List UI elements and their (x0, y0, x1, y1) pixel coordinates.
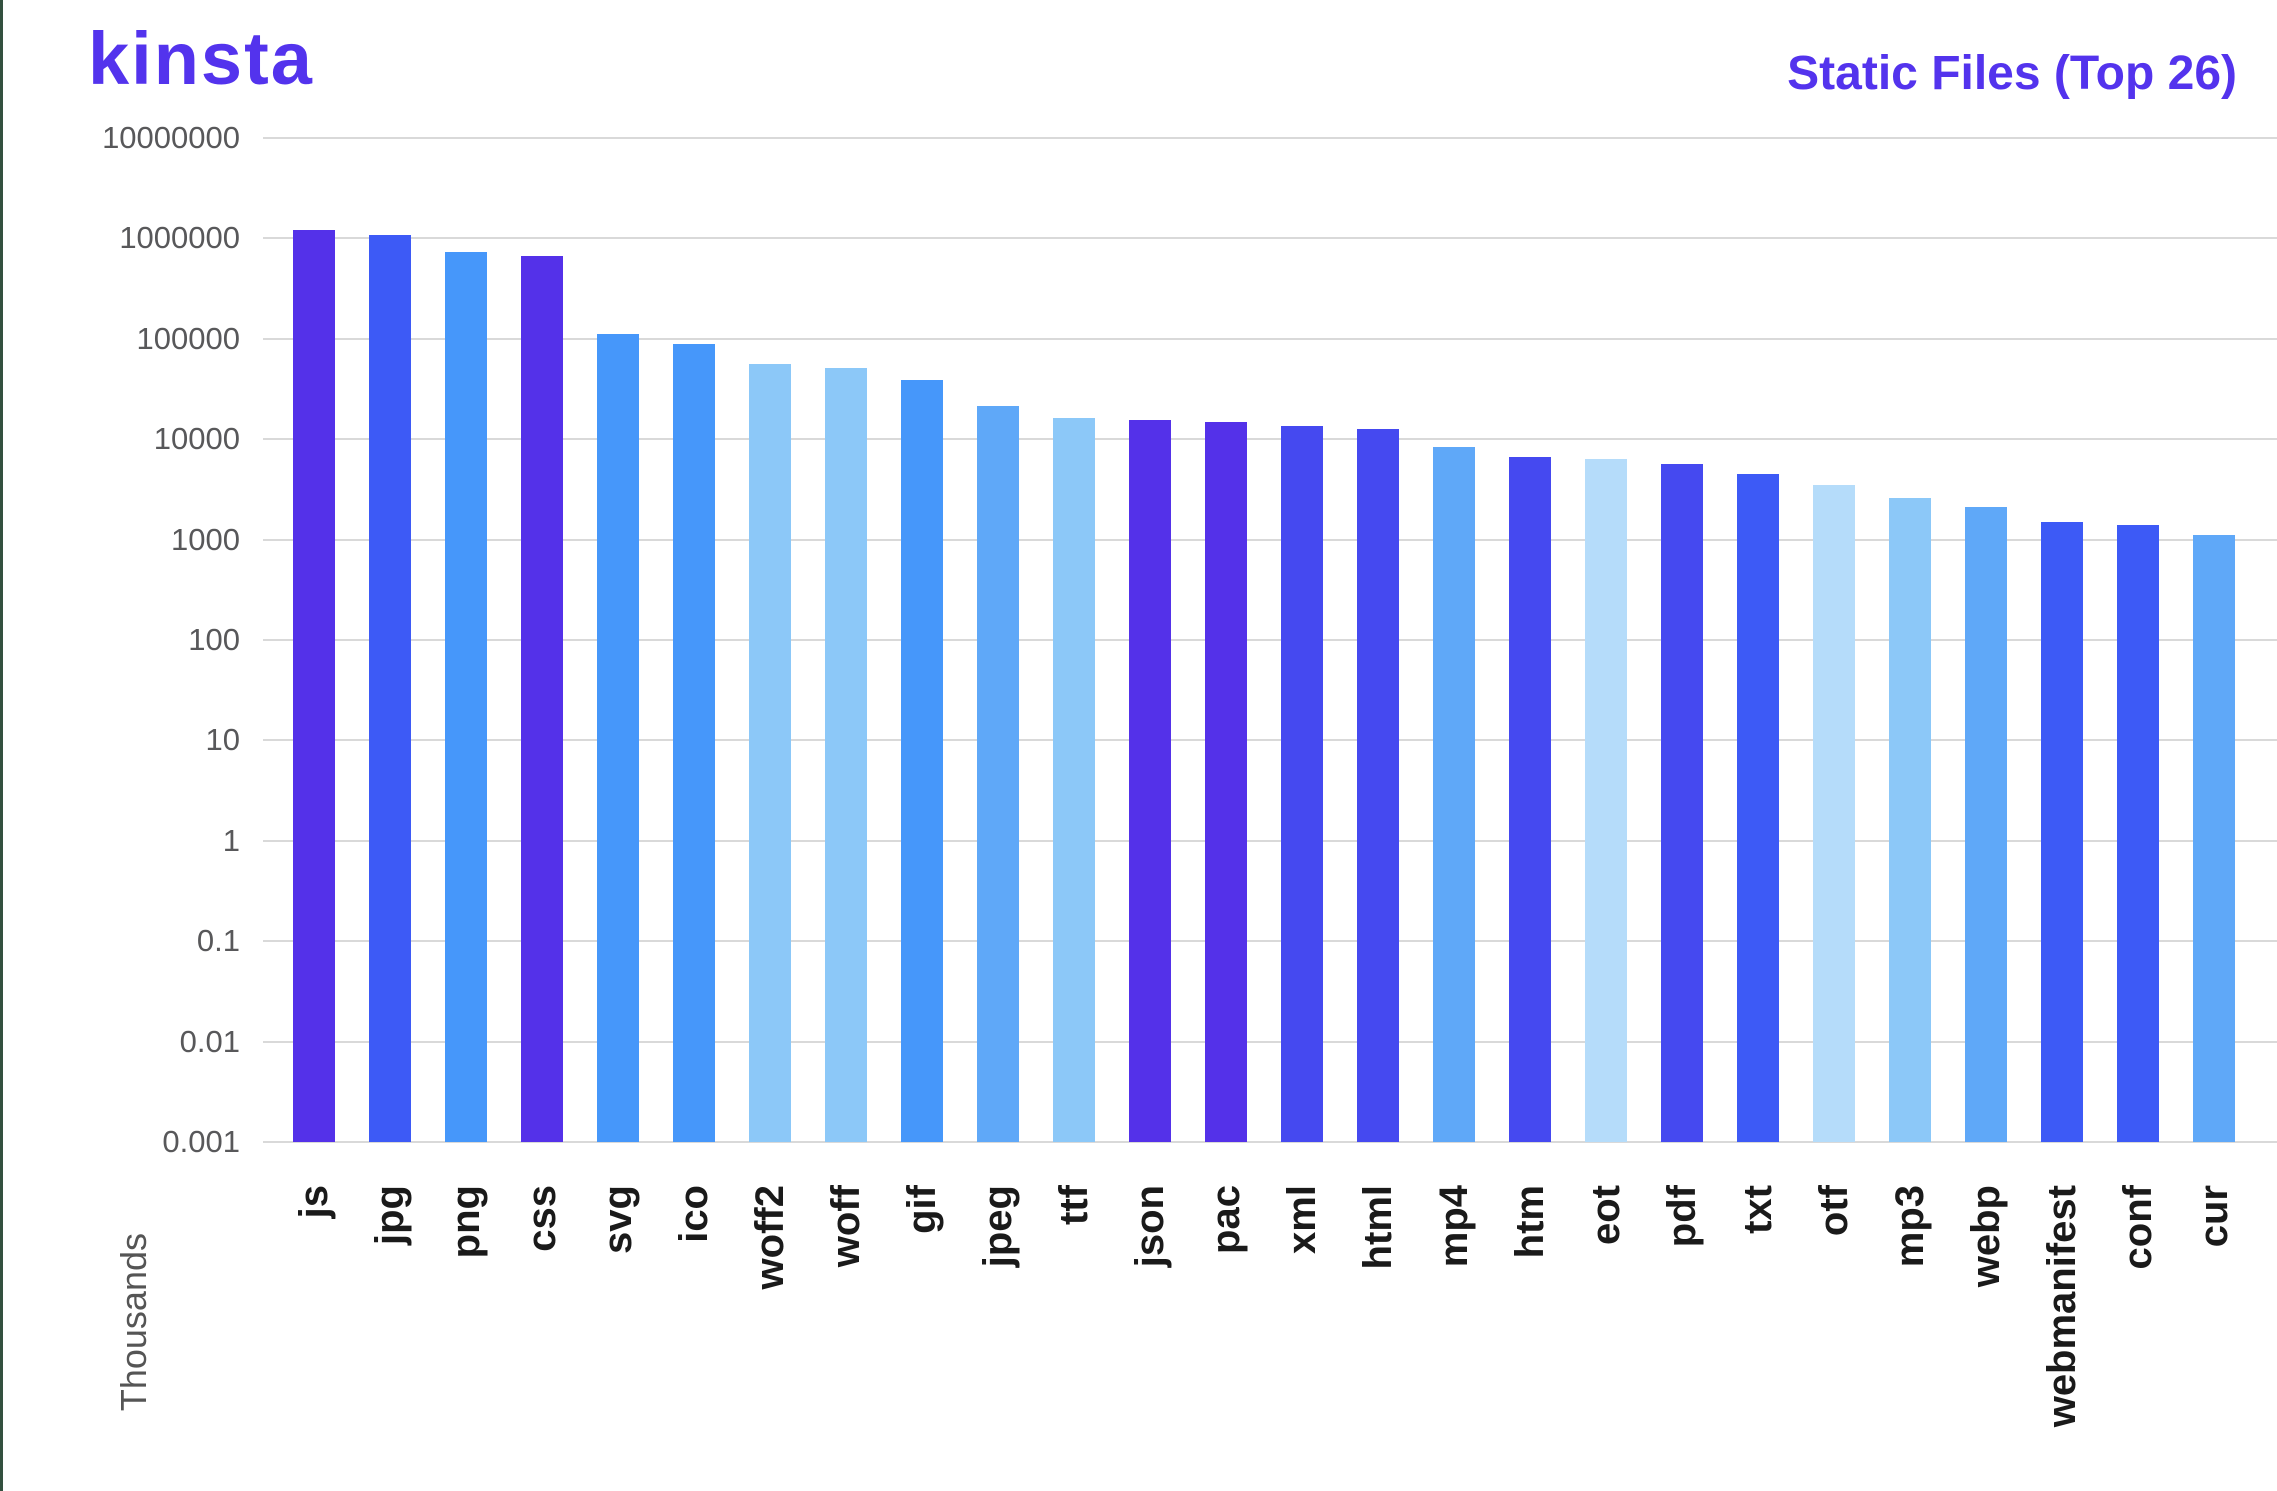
x-label-xml: xml (1280, 1185, 1324, 1254)
x-label-mp4: mp4 (1432, 1185, 1476, 1268)
bar-mp3 (1889, 497, 1931, 1142)
chart-title: Static Files (Top 26) (1787, 47, 2237, 100)
x-label-mp3: mp3 (1888, 1185, 1932, 1268)
window-left-edge (0, 0, 3, 1491)
bar-ico (673, 343, 715, 1142)
x-label-pdf: pdf (1660, 1185, 1704, 1248)
gridline-0.1 (263, 940, 2277, 943)
x-label-jpeg: jpeg (976, 1185, 1020, 1268)
bar-png (445, 251, 487, 1142)
gridline-1000 (263, 538, 2277, 541)
bar-otf (1813, 484, 1855, 1142)
bar-jpeg (977, 405, 1019, 1142)
x-label-svg: svg (596, 1185, 640, 1254)
kinsta-logo: kinsta (88, 17, 314, 100)
bar-pac (1205, 422, 1247, 1142)
x-label-pac: pac (1204, 1185, 1248, 1254)
gridline-100 (263, 639, 2277, 641)
bar-gif (901, 379, 943, 1142)
y-tick-1000000: 1000000 (119, 220, 240, 256)
gridline-10 (263, 739, 2277, 742)
bar-css (521, 255, 563, 1142)
gridline-10000000 (263, 137, 2277, 139)
y-tick-100000: 100000 (136, 320, 240, 356)
bar-js (293, 230, 335, 1142)
bar-ttf (1053, 417, 1095, 1142)
x-label-jpg: jpg (368, 1185, 412, 1245)
gridline-100000 (263, 337, 2277, 340)
x-label-json: json (1128, 1185, 1172, 1268)
y-tick-1: 1 (222, 822, 240, 858)
gridline-1 (263, 839, 2277, 842)
x-label-png: png (444, 1185, 488, 1259)
bar-woff (825, 368, 867, 1142)
bar-cur (2193, 535, 2235, 1142)
bar-conf (2117, 524, 2159, 1142)
x-label-cur: cur (2192, 1185, 2236, 1248)
x-label-otf: otf (1812, 1185, 1856, 1237)
bar-xml (1281, 425, 1323, 1142)
x-label-woff: woff (824, 1185, 868, 1268)
bar-json (1129, 420, 1171, 1142)
bar-eot (1585, 458, 1627, 1142)
bar-webmanifest (2041, 521, 2083, 1142)
x-label-gif: gif (900, 1185, 944, 1234)
x-label-eot: eot (1584, 1185, 1628, 1245)
x-label-ttf: ttf (1052, 1185, 1096, 1225)
y-tick-100: 100 (188, 622, 240, 657)
bar-html (1357, 428, 1399, 1142)
gridline-0.01 (263, 1040, 2277, 1043)
bar-jpg (369, 235, 411, 1142)
x-label-htm: htm (1508, 1185, 1552, 1259)
y-tick-10: 10 (205, 722, 240, 758)
bar-mp4 (1433, 447, 1475, 1142)
bar-pdf (1661, 464, 1703, 1142)
y-axis-title: Thousands (113, 1233, 154, 1412)
x-label-css: css (520, 1185, 564, 1252)
y-tick-10000: 10000 (153, 421, 240, 457)
x-label-conf: conf (2116, 1185, 2160, 1270)
y-tick-0.1: 0.1 (196, 923, 240, 959)
bar-htm (1509, 457, 1551, 1142)
bar-woff2 (749, 364, 791, 1142)
bar-txt (1737, 474, 1779, 1142)
x-label-js: js (292, 1185, 336, 1219)
gridline-0.001 (263, 1141, 2277, 1143)
y-tick-1000: 1000 (171, 521, 240, 557)
x-label-ico: ico (672, 1185, 716, 1243)
bar-webp (1965, 507, 2007, 1142)
bar-svg (597, 333, 639, 1142)
x-label-html: html (1356, 1185, 1400, 1270)
y-tick-0.001: 0.001 (162, 1124, 240, 1159)
y-tick-0.01: 0.01 (179, 1023, 240, 1059)
y-tick-10000000: 10000000 (102, 120, 240, 155)
gridline-1000000 (263, 237, 2277, 240)
x-label-txt: txt (1736, 1185, 1780, 1234)
gridline-10000 (263, 438, 2277, 441)
